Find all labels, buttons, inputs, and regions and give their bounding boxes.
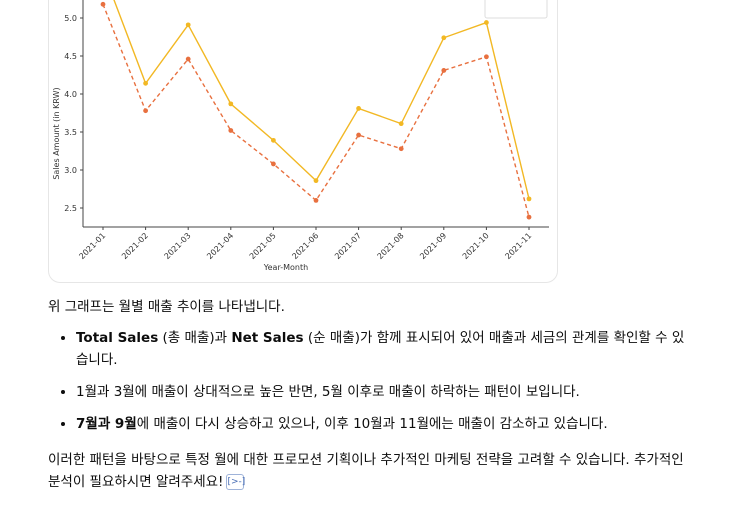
data-point [398,121,404,127]
y-axis-label: Sales Amount (in KRW) [52,87,61,179]
series-line [113,0,530,200]
data-point [228,128,234,133]
bullet-text: 1월과 3월에 매출이 상대적으로 높은 반면, 5월 이후로 매출이 하락하는… [76,384,580,400]
x-tick-label: 2021-06 [290,231,320,261]
bullet-text: (총 매출)과 [158,330,232,346]
bullet-item: 1월과 3월에 매출이 상대적으로 높은 반면, 5월 이후로 매출이 하락하는… [76,381,688,403]
series-line [102,4,530,218]
data-point [271,161,276,167]
data-point [484,54,489,60]
data-point [185,22,191,28]
bold-text: Net Sales [231,330,304,346]
data-point [143,80,148,86]
x-tick-label: 2021-01 [77,231,107,261]
conclusion-body: 이러한 패턴을 바탕으로 특정 월에 대한 프로모션 기획이나 추가적인 마케팅… [48,452,684,490]
data-point [143,108,148,114]
x-tick-label: 2021-02 [120,231,150,261]
data-point [313,198,319,203]
bullet-item: Total Sales (총 매출)과 Net Sales (순 매출)가 함께… [76,327,688,371]
bold-text: 7월과 9월 [76,416,137,432]
data-point [100,1,106,7]
y-tick-label: 3.5 [64,128,77,137]
x-tick-label: 2021-09 [418,231,448,261]
data-point [441,35,447,41]
x-tick-label: 2021-03 [163,231,193,261]
data-point [228,101,234,107]
data-point [356,106,361,111]
conclusion-text: 이러한 패턴을 바탕으로 특정 월에 대한 프로모션 기획이나 추가적인 마케팅… [48,449,688,493]
x-tick-label: 2021-11 [503,231,533,261]
x-tick-label: 2021-07 [333,231,363,261]
source-link-icon[interactable]: [>-] [226,474,245,490]
bold-text: Total Sales [76,330,159,346]
data-point [526,196,532,202]
legend-box [484,0,548,19]
chart-image: 2.53.03.54.04.55.05.52021-012021-022021-… [48,0,558,283]
x-tick-label: 2021-08 [376,231,406,261]
assistant-response: 위 그래프는 월별 매출 추이를 나타냅니다. Total Sales (총 매… [48,296,688,493]
sales-line-chart: 2.53.03.54.04.55.05.52021-012021-022021-… [52,0,549,272]
x-axis-label: Year-Month [263,263,308,272]
data-point [271,137,276,143]
y-tick-label: 5.0 [64,14,77,23]
data-point [313,178,319,184]
bullet-text: (순 매출)가 함께 표시되어 있어 매출과 세금의 관계를 확인할 수 있습니… [76,330,685,368]
intro-text: 위 그래프는 월별 매출 추이를 나타냅니다. [48,299,285,315]
y-tick-label: 4.5 [64,52,77,61]
data-point [526,214,532,220]
data-point [484,20,489,25]
y-tick-label: 2.5 [64,204,77,213]
bullet-item: 7월과 9월에 매출이 다시 상승하고 있으나, 이후 10월과 11월에는 매… [76,413,688,435]
x-tick-label: 2021-05 [248,231,278,261]
y-tick-label: 3.0 [64,166,77,175]
data-point [398,146,404,152]
bullet-text: 에 매출이 다시 상승하고 있으나, 이후 10월과 11월에는 매출이 감소하… [136,416,608,432]
x-tick-label: 2021-10 [461,231,491,261]
bullet-list: Total Sales (총 매출)과 Net Sales (순 매출)가 함께… [48,327,688,435]
x-tick-label: 2021-04 [205,231,235,261]
data-point [441,68,447,73]
data-point [185,56,191,62]
data-point [356,132,361,138]
y-tick-label: 4.0 [64,90,77,99]
